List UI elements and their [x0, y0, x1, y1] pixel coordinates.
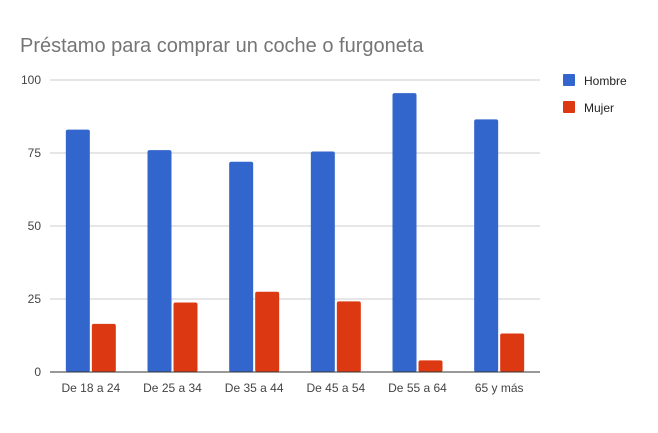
bar-hombre — [147, 150, 172, 372]
x-tick-label: De 45 a 54 — [306, 381, 365, 395]
legend-swatch — [563, 74, 575, 86]
legend-label: Mujer — [584, 101, 614, 115]
bar-mujer — [418, 360, 443, 372]
x-tick-label: De 55 a 64 — [388, 381, 447, 395]
legend: Hombre Mujer — [563, 74, 627, 115]
bar-mujer — [336, 301, 361, 372]
y-tick-label: 100 — [21, 73, 41, 87]
chart-title: Préstamo para comprar un coche o furgone… — [20, 35, 424, 57]
bar-mujer — [500, 333, 525, 372]
y-tick-label: 25 — [28, 292, 42, 306]
axes: 0 25 50 75 100 De 18 a 24 De 25 a 34 De 35 a 44… — [21, 73, 540, 395]
bars — [65, 93, 525, 372]
bar-mujer — [91, 323, 116, 372]
x-tick-label: De 18 a 24 — [61, 381, 120, 395]
y-tick-label: 0 — [34, 365, 41, 379]
bar-hombre — [310, 151, 335, 372]
y-tick-label: 75 — [28, 146, 42, 160]
x-tick-label: De 35 a 44 — [225, 381, 284, 395]
legend-swatch — [563, 101, 575, 113]
gridlines — [50, 79, 540, 300]
x-tick-label: De 25 a 34 — [143, 381, 202, 395]
y-tick-label: 50 — [28, 219, 42, 233]
bar-hombre — [474, 119, 499, 372]
x-tick-label: 65 y más — [475, 381, 524, 395]
bar-mujer — [255, 291, 280, 372]
bar-hombre — [392, 93, 417, 372]
legend-label: Hombre — [584, 74, 627, 88]
bar-hombre — [229, 161, 254, 372]
bar-hombre — [65, 129, 90, 372]
bar-mujer — [173, 302, 198, 372]
